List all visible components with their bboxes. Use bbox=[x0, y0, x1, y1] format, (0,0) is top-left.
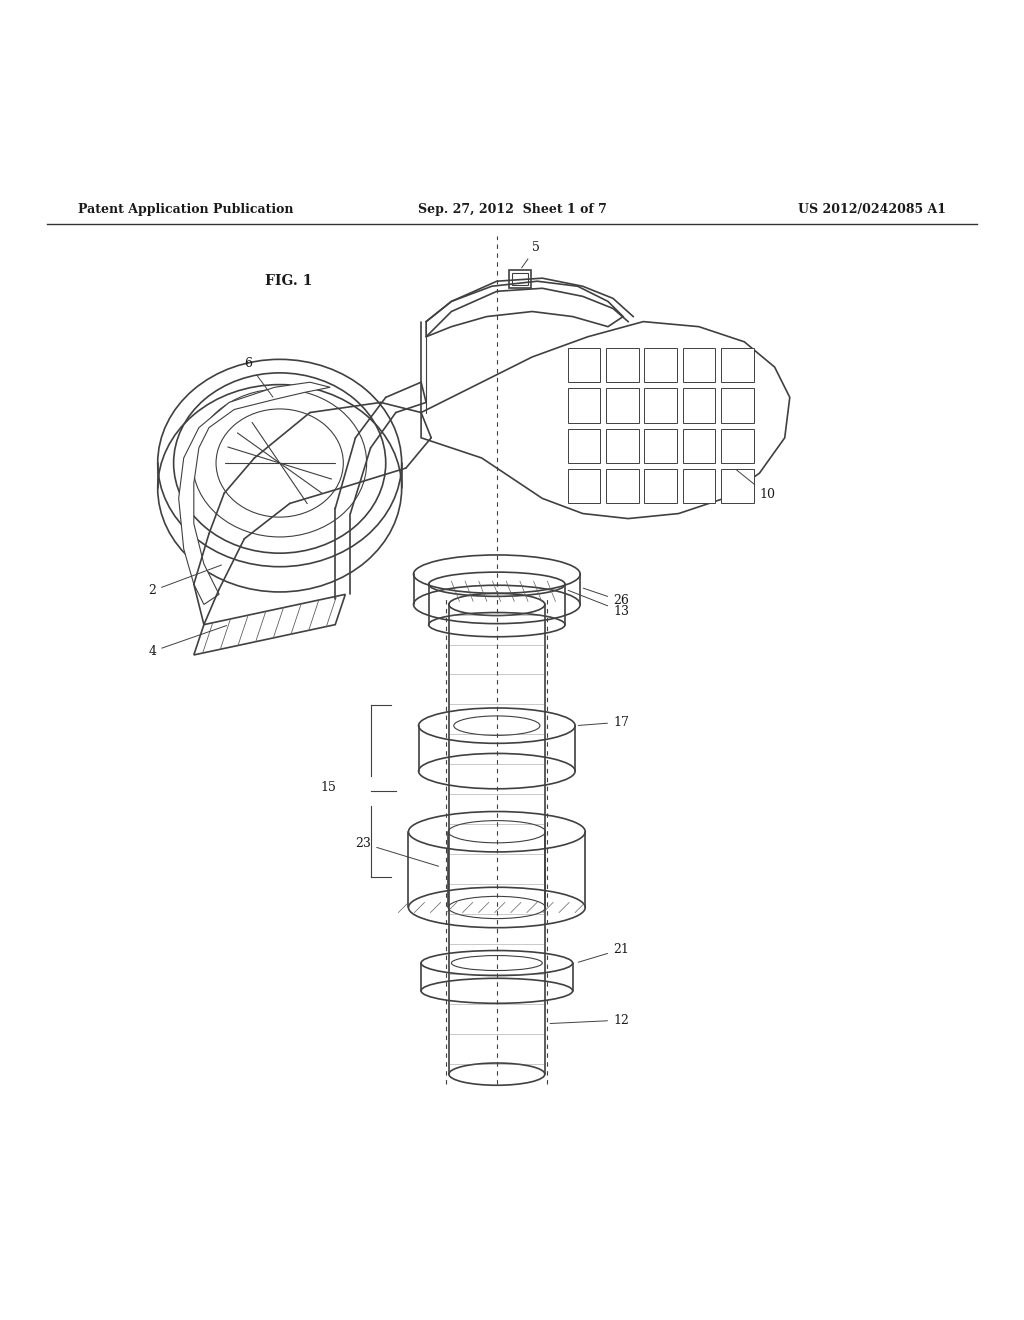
Text: 17: 17 bbox=[579, 715, 629, 729]
Text: US 2012/0242085 A1: US 2012/0242085 A1 bbox=[799, 203, 946, 216]
Bar bbox=[644, 388, 677, 422]
Bar bbox=[644, 348, 677, 383]
Bar bbox=[567, 348, 600, 383]
Bar bbox=[683, 348, 716, 383]
Bar bbox=[567, 388, 600, 422]
Bar bbox=[721, 429, 754, 463]
Text: 26: 26 bbox=[584, 589, 629, 607]
Bar bbox=[683, 469, 716, 503]
Bar bbox=[606, 388, 639, 422]
Text: 21: 21 bbox=[579, 942, 629, 962]
Text: 13: 13 bbox=[568, 590, 629, 618]
Bar bbox=[606, 348, 639, 383]
Bar bbox=[683, 388, 716, 422]
Text: 10: 10 bbox=[736, 470, 775, 502]
Text: 15: 15 bbox=[321, 781, 336, 795]
Bar bbox=[606, 469, 639, 503]
Bar bbox=[644, 469, 677, 503]
Bar bbox=[512, 273, 528, 285]
Text: 12: 12 bbox=[550, 1014, 629, 1027]
Text: 6: 6 bbox=[245, 358, 273, 397]
Text: 5: 5 bbox=[521, 242, 540, 268]
Text: 23: 23 bbox=[355, 837, 438, 866]
Text: FIG. 1: FIG. 1 bbox=[264, 275, 312, 288]
Bar bbox=[721, 388, 754, 422]
Bar bbox=[567, 429, 600, 463]
Bar bbox=[567, 469, 600, 503]
Bar bbox=[721, 348, 754, 383]
Bar bbox=[721, 469, 754, 503]
Polygon shape bbox=[194, 594, 345, 655]
Text: Patent Application Publication: Patent Application Publication bbox=[78, 203, 293, 216]
Bar bbox=[644, 429, 677, 463]
Bar bbox=[606, 429, 639, 463]
Text: 2: 2 bbox=[148, 565, 221, 598]
Polygon shape bbox=[178, 383, 330, 605]
Bar bbox=[683, 429, 716, 463]
Polygon shape bbox=[426, 281, 624, 337]
Bar bbox=[509, 271, 531, 288]
Text: 4: 4 bbox=[148, 626, 226, 657]
Polygon shape bbox=[421, 322, 790, 519]
Text: Sep. 27, 2012  Sheet 1 of 7: Sep. 27, 2012 Sheet 1 of 7 bbox=[418, 203, 606, 216]
